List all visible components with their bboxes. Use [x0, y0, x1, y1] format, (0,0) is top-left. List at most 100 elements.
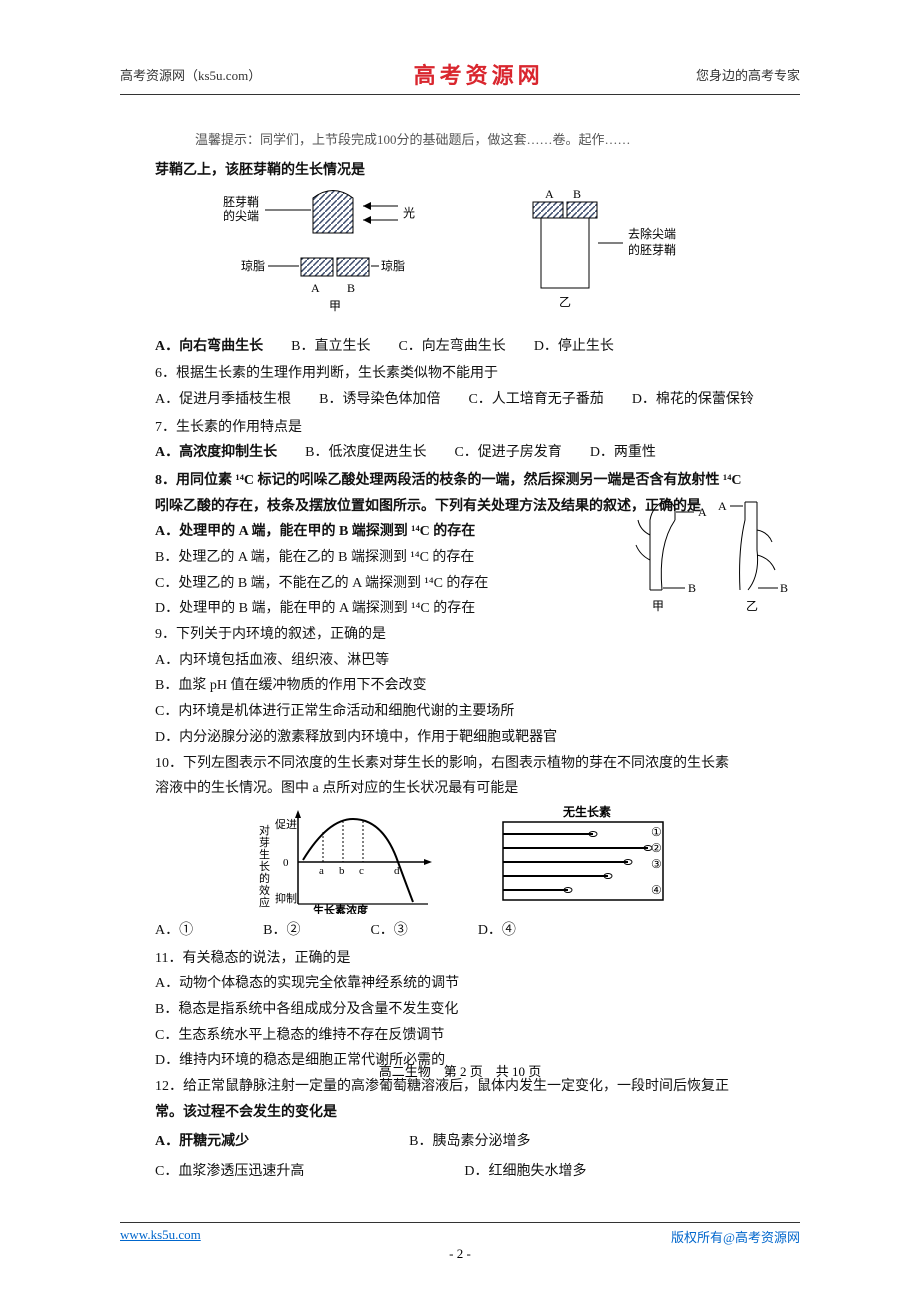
- q8-figure: A B 甲 A B 乙: [630, 490, 800, 628]
- svg-text:生长素浓度: 生长素浓度: [313, 903, 369, 914]
- svg-text:B: B: [688, 581, 696, 595]
- svg-text:促进: 促进: [275, 817, 297, 831]
- q10-opt-d: D．④: [478, 920, 516, 942]
- label-light: 光: [403, 206, 415, 220]
- svg-text:甲: 甲: [329, 299, 341, 313]
- intro-line: 芽鞘乙上，该胚芽鞘的生长情况是: [155, 160, 790, 182]
- q6-opt-a: A．促进月季插枝生根: [155, 389, 291, 411]
- label-tip-1: 胚芽鞘: [223, 195, 259, 209]
- q7-opt-b: B．低浓度促进生长: [305, 442, 426, 464]
- q8-block: 8．用同位素 ¹⁴C 标记的吲哚乙酸处理两段活的枝条的一端，然后探测另一端是否含…: [155, 470, 790, 620]
- q9-opt-a: A．内环境包括血液、组织液、淋巴等: [155, 650, 790, 672]
- svg-text:②: ②: [651, 841, 662, 855]
- q10-stem-2: 溶液中的生长情况。图中 a 点所对应的生长状况最有可能是: [155, 778, 790, 800]
- q10-right-chart: 无生长素 ① ② ③ ④: [493, 804, 693, 914]
- q6-opt-b: B．诱导染色体加倍: [319, 389, 440, 411]
- q6-opt-d: D．棉花的保蕾保铃: [632, 389, 754, 411]
- fig-jia-svg: 光 胚芽鞘 的尖端 A B 琼脂 琼脂 甲: [223, 188, 433, 318]
- q11-opt-c: C．生态系统水平上稳态的维持不存在反馈调节: [155, 1025, 790, 1047]
- q6-options: A．促进月季插枝生根 B．诱导染色体加倍 C．人工培育无子番茄 D．棉花的保蕾保…: [155, 389, 790, 411]
- tip-text: 温馨提示：同学们，上节段完成100分的基础题后，做这套……卷。起作……: [195, 130, 790, 150]
- q9-opt-b: B．血浆 pH 值在缓冲物质的作用下不会改变: [155, 675, 790, 697]
- figure-yi: A B 去除尖端 的胚芽鞘 乙: [523, 188, 723, 326]
- svg-text:去除尖端: 去除尖端: [628, 226, 676, 241]
- svg-text:生: 生: [259, 847, 270, 861]
- label-tip-2: 的尖端: [223, 208, 259, 223]
- svg-text:芽: 芽: [259, 835, 270, 849]
- svg-text:乙: 乙: [559, 295, 571, 309]
- svg-text:B: B: [780, 581, 788, 595]
- content-area: 温馨提示：同学们，上节段完成100分的基础题后，做这套……卷。起作…… 芽鞘乙上…: [155, 130, 790, 1187]
- header-title: 高考资源网: [414, 58, 544, 90]
- q7-stem: 7．生长素的作用特点是: [155, 417, 790, 439]
- q12-row2: C．血浆渗透压迅速升高 D．红细胞失水增多: [155, 1157, 790, 1187]
- svg-text:A: A: [718, 499, 727, 513]
- q5-opt-b: B．直立生长: [291, 336, 370, 358]
- svg-text:c: c: [359, 865, 364, 877]
- svg-text:的: 的: [259, 871, 270, 885]
- q5-opt-a: A．向右弯曲生长: [155, 336, 263, 358]
- footer-copyright: 版权所有@高考资源网: [671, 1227, 800, 1246]
- q12-opt-c: C．血浆渗透压迅速升高: [155, 1161, 304, 1183]
- q7-opt-c: C．促进子房发育: [454, 442, 561, 464]
- svg-text:琼脂: 琼脂: [381, 258, 405, 273]
- page: 高考资源网（ks5u.com） 高考资源网 您身边的高考专家 温馨提示：同学们，…: [0, 0, 920, 1302]
- q5-options: A．向右弯曲生长 B．直立生长 C．向左弯曲生长 D．停止生长: [155, 336, 790, 358]
- q11-opt-a: A．动物个体稳态的实现完全依靠神经系统的调节: [155, 973, 790, 995]
- footer-url: www.ks5u.com: [120, 1227, 201, 1246]
- svg-text:乙: 乙: [746, 599, 758, 613]
- q10-opt-c: C．③: [370, 920, 407, 942]
- q11-stem: 11．有关稳态的说法，正确的是: [155, 948, 790, 970]
- svg-text:B: B: [347, 281, 355, 295]
- svg-text:长: 长: [259, 860, 270, 873]
- page-header: 高考资源网（ks5u.com） 高考资源网 您身边的高考专家: [120, 58, 800, 95]
- q6-stem: 6．根据生长素的生理作用判断，生长素类似物不能用于: [155, 363, 790, 385]
- q8-stem-1: 8．用同位素 ¹⁴C 标记的吲哚乙酸处理两段活的枝条的一端，然后探测另一端是否含…: [155, 470, 790, 492]
- svg-text:抑制: 抑制: [275, 891, 297, 905]
- svg-text:效: 效: [259, 883, 270, 897]
- svg-text:d: d: [394, 865, 400, 877]
- svg-text:①: ①: [651, 825, 662, 839]
- svg-text:③: ③: [651, 857, 662, 871]
- svg-text:A: A: [311, 281, 320, 295]
- svg-text:琼脂: 琼脂: [241, 258, 265, 273]
- svg-text:a: a: [319, 865, 324, 877]
- q7-opt-a: A．高浓度抑制生长: [155, 442, 277, 464]
- figure-jia: 光 胚芽鞘 的尖端 A B 琼脂 琼脂 甲: [223, 188, 433, 326]
- svg-text:应: 应: [259, 895, 270, 909]
- q10-opt-a: A．①: [155, 920, 193, 942]
- q7-opt-d: D．两重性: [590, 442, 656, 464]
- svg-text:0: 0: [283, 857, 289, 869]
- svg-text:甲: 甲: [652, 599, 664, 613]
- q6-opt-c: C．人工培育无子番茄: [468, 389, 603, 411]
- svg-text:A: A: [545, 188, 554, 201]
- q12-row1: A．肝糖元减少 B．胰岛素分泌增多: [155, 1127, 790, 1157]
- q10-figures: 对芽 生长 的效 应 促进 0 抑制 a: [155, 804, 790, 914]
- q5-opt-c: C．向左弯曲生长: [398, 336, 505, 358]
- q9-opt-d: D．内分泌腺分泌的激素释放到内环境中，作用于靶细胞或靶器官: [155, 727, 790, 749]
- svg-text:对: 对: [259, 823, 270, 837]
- q10-left-chart: 对芽 生长 的效 应 促进 0 抑制 a: [253, 804, 443, 914]
- q12-opt-b: B．胰岛素分泌增多: [409, 1131, 530, 1153]
- page-label: 高二生物 第 2 页 共 10 页: [0, 1061, 920, 1080]
- svg-text:b: b: [339, 865, 345, 877]
- q12-opt-a: A．肝糖元减少: [155, 1131, 249, 1153]
- q9-opt-c: C．内环境是机体进行正常生命活动和细胞代谢的主要场所: [155, 701, 790, 723]
- q12-stem-2: 常。该过程不会发生的变化是: [155, 1102, 790, 1124]
- header-right: 您身边的高考专家: [696, 65, 800, 84]
- svg-text:B: B: [573, 188, 581, 201]
- fig-yi-svg: A B 去除尖端 的胚芽鞘 乙: [523, 188, 723, 318]
- q12-opt-d: D．红细胞失水增多: [464, 1161, 586, 1183]
- q10-opt-b: B．②: [263, 920, 300, 942]
- q11-opt-b: B．稳态是指系统中各组成成分及含量不发生变化: [155, 999, 790, 1021]
- svg-text:④: ④: [651, 883, 662, 897]
- q10-stem-1: 10．下列左图表示不同浓度的生长素对芽生长的影响，右图表示植物的芽在不同浓度的生…: [155, 753, 790, 775]
- header-left: 高考资源网（ks5u.com）: [120, 65, 261, 84]
- svg-text:的胚芽鞘: 的胚芽鞘: [628, 242, 676, 257]
- footer-page-number: - 2 -: [0, 1246, 920, 1262]
- q5-opt-d: D．停止生长: [534, 336, 614, 358]
- svg-text:无生长素: 无生长素: [562, 804, 611, 819]
- q10-options: A．① B．② C．③ D．④: [155, 920, 790, 942]
- q7-options: A．高浓度抑制生长 B．低浓度促进生长 C．促进子房发育 D．两重性: [155, 442, 790, 464]
- svg-text:A: A: [698, 505, 707, 519]
